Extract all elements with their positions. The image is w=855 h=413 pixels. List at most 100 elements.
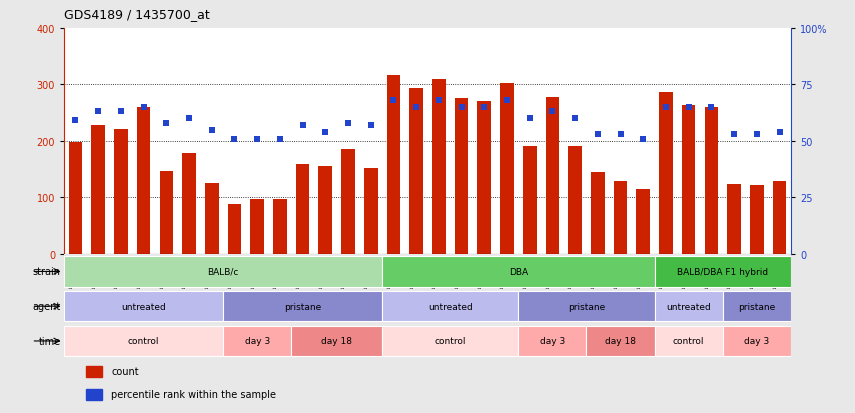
Bar	[318, 167, 332, 254]
Point	[728, 131, 741, 138]
Text: control: control	[434, 337, 466, 346]
Bar	[659, 93, 673, 254]
Bar	[86, 389, 102, 400]
Bar	[341, 150, 355, 254]
Bar	[382, 291, 518, 322]
Bar	[296, 165, 310, 254]
Bar	[722, 291, 791, 322]
Point	[251, 136, 264, 142]
Point	[182, 116, 196, 122]
Text: time: time	[38, 336, 61, 346]
Text: pristane: pristane	[568, 302, 605, 311]
Point	[773, 129, 787, 136]
Bar	[382, 256, 655, 287]
Text: untreated: untreated	[428, 302, 473, 311]
Bar	[292, 326, 382, 356]
Point	[137, 104, 150, 111]
Text: day 3: day 3	[540, 337, 565, 346]
Bar	[655, 256, 791, 287]
Text: BALB/c: BALB/c	[208, 267, 239, 276]
Bar	[518, 326, 587, 356]
Point	[341, 120, 355, 127]
Bar	[728, 184, 741, 254]
Bar	[636, 190, 650, 254]
Bar	[722, 326, 791, 356]
Point	[296, 122, 310, 129]
Bar	[64, 326, 223, 356]
Text: control: control	[128, 337, 159, 346]
Point	[160, 120, 174, 127]
Bar	[227, 204, 241, 254]
Bar	[64, 291, 223, 322]
Text: day 18: day 18	[321, 337, 352, 346]
Bar	[545, 97, 559, 254]
Point	[681, 104, 695, 111]
Text: GDS4189 / 1435700_at: GDS4189 / 1435700_at	[64, 8, 209, 21]
Text: BALB/DBA F1 hybrid: BALB/DBA F1 hybrid	[677, 267, 769, 276]
Bar	[114, 130, 127, 254]
Bar	[223, 291, 382, 322]
Point	[545, 109, 559, 116]
Point	[614, 131, 628, 138]
Point	[364, 122, 378, 129]
Point	[432, 97, 445, 104]
Bar	[382, 326, 518, 356]
Text: DBA: DBA	[509, 267, 528, 276]
Bar	[681, 106, 695, 254]
Point	[205, 127, 219, 133]
Bar	[750, 186, 764, 254]
Bar	[64, 256, 382, 287]
Bar	[614, 182, 628, 254]
Bar	[523, 147, 536, 254]
Point	[591, 131, 604, 138]
Bar	[773, 181, 787, 254]
Text: day 18: day 18	[605, 337, 636, 346]
Point	[500, 97, 514, 104]
Point	[569, 116, 582, 122]
Text: strain: strain	[32, 267, 61, 277]
Bar	[68, 143, 82, 254]
Point	[410, 104, 423, 111]
Point	[455, 104, 469, 111]
Text: count: count	[111, 366, 139, 376]
Bar	[86, 366, 102, 377]
Point	[523, 116, 537, 122]
Bar	[410, 89, 423, 254]
Point	[273, 136, 286, 142]
Point	[227, 136, 241, 142]
Bar	[364, 169, 378, 254]
Bar	[477, 102, 491, 254]
Bar	[705, 108, 718, 254]
Bar	[587, 326, 655, 356]
Text: untreated: untreated	[121, 302, 166, 311]
Text: day 3: day 3	[744, 337, 770, 346]
Bar	[251, 200, 264, 254]
Bar	[91, 126, 105, 254]
Point	[318, 129, 332, 136]
Text: control: control	[673, 337, 705, 346]
Text: pristane: pristane	[284, 302, 321, 311]
Text: agent: agent	[32, 301, 61, 311]
Point	[659, 104, 673, 111]
Point	[68, 118, 82, 124]
Point	[750, 131, 764, 138]
Bar	[182, 154, 196, 254]
Point	[477, 104, 491, 111]
Text: percentile rank within the sample: percentile rank within the sample	[111, 389, 276, 399]
Point	[636, 136, 650, 142]
Bar	[386, 76, 400, 254]
Bar	[137, 108, 150, 254]
Point	[114, 109, 127, 116]
Bar	[455, 99, 469, 254]
Bar	[160, 171, 173, 254]
Point	[386, 97, 400, 104]
Bar	[500, 84, 514, 254]
Bar	[273, 200, 286, 254]
Bar	[205, 183, 219, 254]
Point	[705, 104, 718, 111]
Text: untreated: untreated	[666, 302, 711, 311]
Bar	[591, 172, 604, 254]
Text: day 3: day 3	[245, 337, 270, 346]
Bar	[223, 326, 292, 356]
Point	[91, 109, 105, 116]
